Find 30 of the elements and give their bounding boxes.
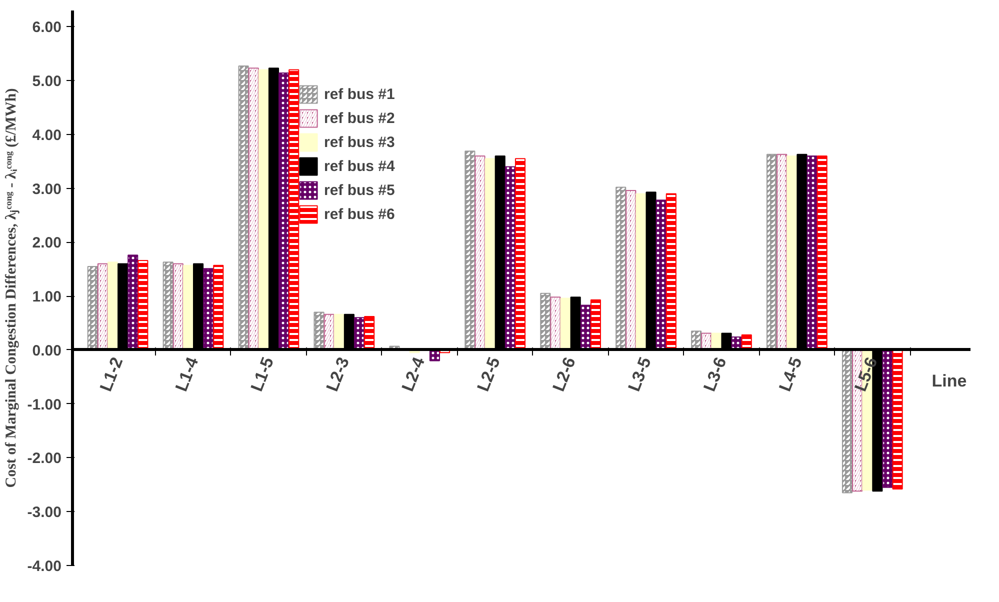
x-tick-label: L2-6 (549, 354, 580, 394)
y-tick-label: 1.00 (32, 288, 62, 306)
x-tick-label: L3-6 (700, 354, 730, 394)
y-tick-label: 2.00 (32, 234, 62, 252)
y-axis-title: Cost of Marginal Congestion Differences, λⱼᶜᵒⁿᵍ - λᵢᶜᵒⁿᵍ (£/MWh) (3, 88, 20, 488)
legend-label: ref bus #1 (324, 86, 395, 102)
x-tick-label: L3-5 (624, 354, 655, 394)
y-tick-label: 4.00 (32, 126, 62, 144)
x-tick-label: L2-4 (398, 354, 429, 394)
y-tick-label: -4.00 (27, 558, 62, 575)
x-tick-label: L2-5 (474, 354, 504, 394)
y-tick-label: 6.00 (32, 19, 62, 36)
y-tick-label: -2.00 (27, 450, 62, 468)
x-tick-label: L1-5 (247, 354, 278, 394)
y-tick-label: 3.00 (32, 180, 62, 198)
x-tick-label: L2-3 (322, 354, 354, 394)
y-tick-label: -1.00 (27, 396, 62, 414)
legend-label: ref bus #3 (324, 134, 395, 150)
y-tick-label: 5.00 (32, 73, 62, 90)
y-tick-label: -3.00 (27, 504, 62, 522)
x-tick-label: L5-6 (850, 354, 882, 394)
legend-label: ref bus #4 (324, 158, 395, 174)
x-axis-title: Line (932, 371, 967, 390)
legend-label: ref bus #2 (324, 110, 395, 126)
y-tick-label: 0.00 (32, 342, 62, 360)
x-tick-label: L4-5 (775, 354, 806, 394)
x-tick-label: L1-4 (172, 354, 202, 394)
legend-label: ref bus #6 (324, 206, 395, 222)
x-tick-label: L1-2 (96, 354, 127, 394)
legend-label: ref bus #5 (324, 182, 395, 198)
